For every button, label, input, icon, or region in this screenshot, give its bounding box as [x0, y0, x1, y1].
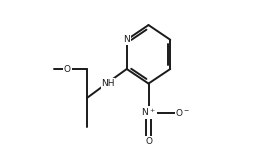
Text: O$^-$: O$^-$	[175, 107, 190, 118]
Text: NH: NH	[101, 79, 114, 88]
Text: N: N	[123, 35, 130, 44]
Text: O: O	[64, 64, 71, 74]
Text: O: O	[145, 136, 151, 146]
Text: N$^+$: N$^+$	[141, 107, 155, 118]
